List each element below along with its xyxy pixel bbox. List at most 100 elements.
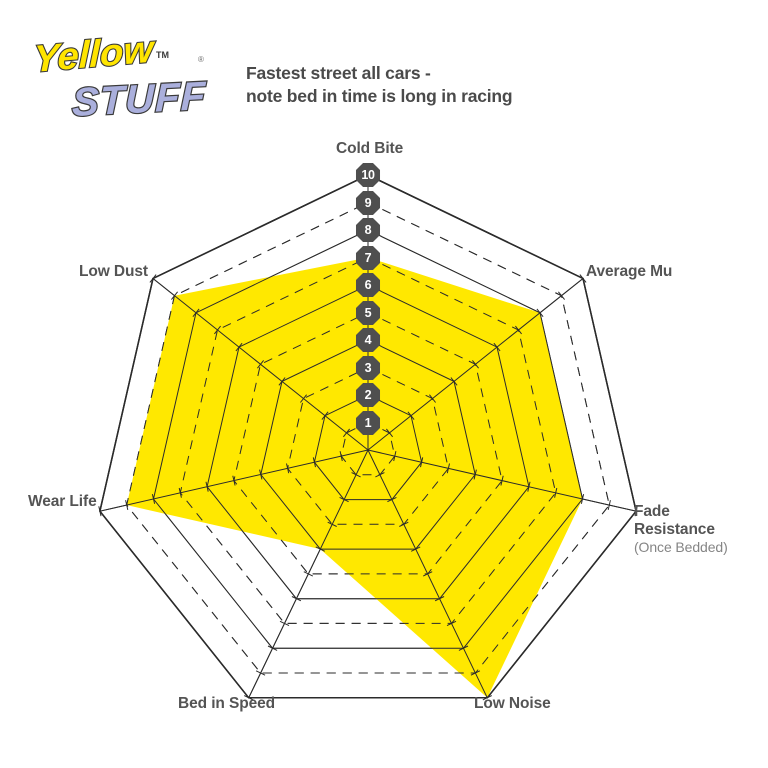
- scale-badge-shape-4: [355, 327, 381, 353]
- radar-tick-5-9: [125, 500, 129, 511]
- axis-label-low-noise: Low Noise: [474, 695, 551, 712]
- scale-badge-value-7: 7: [364, 250, 372, 265]
- scale-badge-shape-2: [355, 382, 381, 408]
- scale-badge-shape-6: [355, 272, 381, 298]
- logo-trademark-mark: TM: [156, 50, 169, 60]
- scale-badge-value-1: 1: [364, 415, 372, 430]
- scale-badge-shape-3: [355, 355, 381, 380]
- radar-tick-5-6: [205, 481, 209, 492]
- radar-tick-4-8: [267, 645, 278, 651]
- logo-yellow-word: Yellow: [34, 28, 157, 82]
- radar-tick-4-7: [279, 620, 290, 627]
- radar-tick-6-9: [171, 291, 178, 300]
- scale-badge-4: 4: [355, 327, 381, 353]
- axis-label-bed-in-speed: Bed in Speed: [178, 695, 275, 712]
- radar-tick-2-9: [607, 500, 611, 511]
- scale-badge-5: 5: [355, 300, 381, 326]
- radar-ring-8: [152, 229, 584, 649]
- radar-ring-2: [313, 394, 423, 501]
- radar-tick-6-6: [235, 342, 243, 352]
- scale-badge-8: 8: [355, 217, 381, 243]
- radar-ring-5: [233, 311, 503, 575]
- radar-tick-4-10: [243, 695, 254, 701]
- radar-tick-1-4: [450, 377, 458, 386]
- axis-label-average-mu: Average Mu: [586, 263, 673, 280]
- radar-tick-3-8: [458, 645, 469, 651]
- scale-badge-7: 7: [355, 245, 381, 271]
- radar-tick-5-1: [339, 451, 343, 462]
- radar-tick-1-7: [515, 325, 522, 335]
- radar-tick-2-5: [500, 475, 504, 486]
- radar-tick-5-7: [178, 487, 182, 498]
- axis-label-cold-bite: Cold Bite: [336, 140, 404, 157]
- radar-tick-3-5: [422, 571, 433, 577]
- radar-tick-6-1: [343, 428, 350, 438]
- radar-tick-1-9: [558, 291, 565, 300]
- logo-stuff-word: STUFF: [70, 73, 208, 126]
- radar-tick-2-3: [446, 463, 450, 474]
- radar-tick-2-10: [634, 506, 638, 517]
- scale-badge-2: 2: [355, 382, 381, 408]
- scale-badge-shape-5: [355, 300, 381, 325]
- scale-badge-value-3: 3: [364, 360, 372, 375]
- radar-tick-3-2: [387, 496, 397, 503]
- scale-badge-value-5: 5: [364, 305, 372, 320]
- scale-badge-9: 9: [355, 190, 381, 216]
- radar-tick-1-3: [429, 394, 436, 403]
- radar-tick-6-2: [321, 411, 329, 420]
- radar-tick-6-4: [278, 377, 286, 386]
- scale-badge-shape-7: [355, 245, 381, 270]
- axis-label-fade-resistance-sub: (Once Bedded): [634, 539, 728, 555]
- radar-tick-5-2: [312, 457, 316, 468]
- radar-tick-4-4: [315, 546, 326, 552]
- chart-title-line1: Fastest street all cars -: [246, 63, 431, 83]
- scale-badge-value-10: 10: [361, 168, 375, 182]
- logo-stuff-text: STUFF: [72, 74, 207, 125]
- axis-label-fade-resistance: Fade Resistance (Once Bedded): [634, 503, 728, 556]
- radar-ring-6: [206, 284, 530, 600]
- radar-ring-10: [99, 174, 637, 699]
- scale-badge-1: 1: [355, 410, 381, 436]
- radar-tick-5-5: [232, 475, 236, 486]
- radar-tick-4-9: [255, 670, 266, 676]
- logo-registered-mark: ®: [198, 55, 204, 64]
- radar-tick-6-8: [192, 308, 200, 318]
- radar-tick-3-4: [410, 546, 421, 552]
- scale-badge-value-9: 9: [364, 195, 372, 210]
- scale-badge-value-8: 8: [364, 223, 372, 237]
- radar-tick-1-2: [407, 411, 415, 420]
- radar-tick-1-8: [536, 308, 544, 318]
- radar-tick-1-6: [493, 342, 501, 352]
- radar-tick-3-9: [470, 670, 481, 676]
- radar-tick-6-3: [300, 394, 307, 403]
- radar-tick-6-10: [149, 274, 157, 283]
- radar-tick-3-10: [482, 695, 493, 701]
- radar-tick-5-8: [151, 493, 156, 504]
- scale-badge-value-6: 6: [364, 278, 372, 292]
- radar-tick-6-5: [257, 360, 264, 369]
- radar-tick-4-1: [351, 472, 361, 478]
- radar-ring-4: [260, 339, 476, 550]
- axis-label-low-dust: Low Dust: [79, 263, 148, 280]
- radar-tick-1-10: [579, 274, 587, 283]
- scale-badge-3: 3: [355, 355, 381, 381]
- scale-badge-6: 6: [355, 272, 381, 298]
- scale-badge-value-4: 4: [364, 333, 372, 347]
- radar-ring-7: [179, 256, 557, 624]
- radar-tick-1-5: [472, 360, 479, 369]
- radar-tick-5-4: [259, 469, 263, 480]
- radar-grid-rings-overlay: [99, 174, 637, 699]
- chart-title: Fastest street all cars - note bed in ti…: [246, 62, 586, 108]
- radar-tick-2-7: [554, 487, 558, 498]
- scale-badge-10: 10: [355, 162, 381, 188]
- radar-tick-6-7: [214, 325, 221, 335]
- radar-tick-5-10: [98, 506, 102, 517]
- yellowstuff-logo: Yellow TM STUFF ®: [34, 28, 234, 128]
- radar-tick-2-6: [527, 481, 531, 492]
- radar-ring-3: [287, 366, 449, 525]
- radar-tick-4-3: [327, 521, 337, 527]
- scale-badge-shape-1: [355, 410, 381, 435]
- logo-yellow-text: Yellow: [34, 29, 156, 81]
